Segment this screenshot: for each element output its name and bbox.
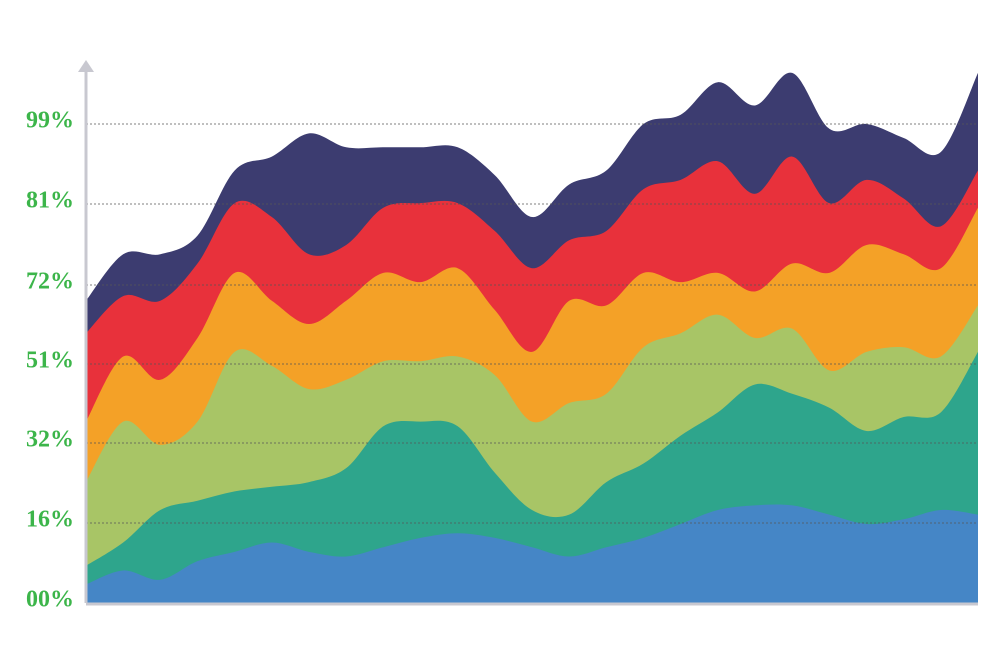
area-series-1 (86, 504, 978, 603)
y-tick-label: 51% (26, 348, 74, 374)
y-tick-label: 16% (26, 507, 74, 533)
y-axis (78, 60, 978, 606)
y-tick-label: 32% (26, 427, 74, 453)
y-tick-label: 99% (26, 108, 74, 134)
y-tick-label: 81% (26, 188, 74, 214)
y-tick-label: 72% (26, 269, 74, 295)
grid-lines (86, 123, 978, 524)
area-layers (86, 72, 978, 604)
y-axis-arrow-icon (78, 60, 94, 72)
y-tick-labels: 00% 16% 32% 51% 72% 81% 99% (26, 108, 74, 613)
y-tick-label: 00% (26, 587, 74, 613)
